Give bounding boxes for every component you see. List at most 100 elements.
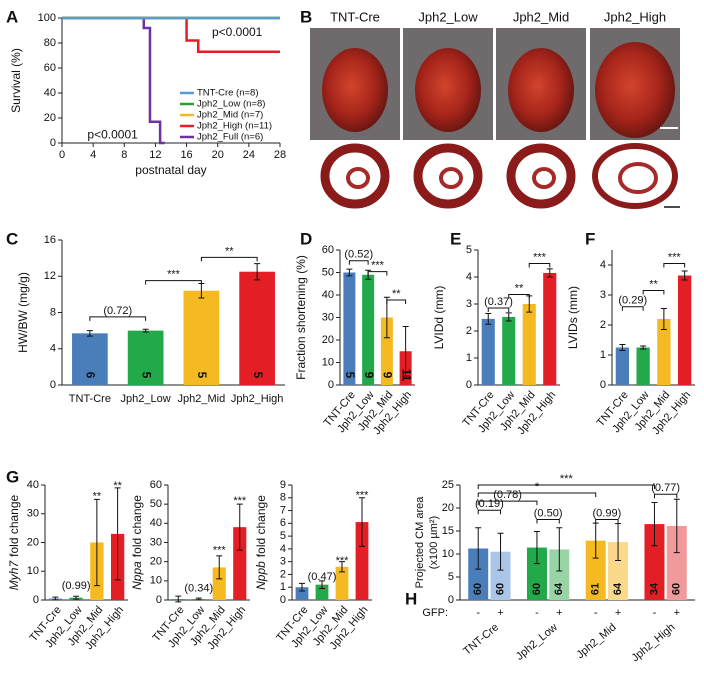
y-tick-label: 50 [322,266,334,278]
gene-name: Nppa [130,561,144,590]
error-bar [86,330,93,337]
y-axis-label: LVIDd (mm) [432,286,446,350]
y-label-text: fold change [130,495,144,557]
heart-photo [595,42,675,138]
y-tick-label: 3 [280,556,286,568]
y-tick-label: 5 [466,244,472,256]
y-tick-label: 5 [280,530,286,542]
error-bar [619,344,626,351]
y-tick-label: 16 [44,234,56,246]
y-axis-label: HW/BW (mg/g) [16,272,30,353]
y-tick-label: 3 [600,289,606,301]
y-tick-label: 0 [328,379,334,391]
error-bar [52,596,59,601]
column-label: Jph2_High [604,9,666,24]
error-bar [359,497,365,547]
y-tick-label: 2 [600,319,606,331]
significance-label: (0.99) [593,507,622,519]
heart-section [506,143,576,209]
panel-label: F [585,229,595,248]
significance-label: (0.77) [651,482,680,494]
significance-bracket [487,307,510,313]
error-bar [402,326,409,377]
panel-label: C [6,229,18,248]
error-bar [299,582,305,592]
n-label: 5 [251,372,265,379]
y-tick-label: 0 [600,379,606,391]
x-tick-label: Jph2_High [629,621,677,664]
y-tick-label: 30 [150,536,162,548]
significance-label: *** [533,251,547,263]
n-label: 60 [494,583,506,595]
bar [335,566,349,600]
p-value: p<0.0001 [212,25,263,39]
y-tick-label: 8 [50,306,56,318]
legend-label: Jph2_High (n=11) [197,121,272,132]
n-label: 60 [531,583,543,595]
x-tick-label: 24 [243,149,255,161]
y-tick-label: 1 [600,349,606,361]
x-tick-label: 16 [180,149,192,161]
bar [657,319,671,385]
bar [502,316,516,385]
bar [212,567,226,600]
error-bar [673,498,680,554]
x-tick-label: 12 [149,149,161,161]
n-label: 5 [195,372,209,379]
significance-label: (0.47) [308,571,337,583]
y-axis-label: Myh7 fold change [7,494,21,590]
bar [295,587,309,600]
y-tick-label: 30 [322,311,334,323]
error-bar [615,523,622,561]
y-tick-label: 40 [150,517,162,529]
significance-label: ** [649,278,658,290]
y-tick-label: 5 [448,571,454,583]
significance-label: *** [371,260,385,272]
error-bar [556,527,563,572]
bar [315,584,329,600]
significance-label: ** [113,480,122,492]
heart-section-inner [618,162,658,194]
y-tick-label: 60 [322,244,334,256]
y-tick-label: 80 [44,37,56,49]
significance-bracket [477,484,655,489]
series-label: - [476,607,480,619]
series-label: + [674,607,680,619]
significance-label: (0.99) [62,580,91,592]
error-bar [114,487,121,581]
n-label: 64 [553,582,565,595]
gene-name: Nppb [254,561,268,590]
bar [522,304,536,385]
error-bar [195,597,202,601]
significance-label: ** [93,490,102,502]
x-tick-label: 0 [59,149,65,161]
x-axis-label: postnatal day [135,163,206,177]
x-tick-label: Jph2_Low [514,621,560,662]
significance-bracket [89,316,147,321]
survival-line [62,16,165,145]
error-bar [216,555,223,580]
panel-label: H [405,589,417,608]
y-tick-label: 0 [448,594,454,606]
y-tick-label: 4 [600,259,606,271]
significance-label: (0.78) [493,489,522,501]
y-tick-label: 100 [38,12,56,24]
heart-section [592,143,678,209]
series-label: + [615,607,621,619]
column-label: TNT-Cre [330,9,380,24]
significance-label: ** [392,288,401,300]
x-tick-label: 28 [274,149,286,161]
significance-label: (0.29) [618,295,647,307]
gene-name: Myh7 [7,560,21,591]
y-tick-label: 1 [466,352,472,364]
significance-label: (0.37) [484,296,513,308]
y-tick-label: 40 [44,87,56,99]
significance-label: *** [560,473,574,485]
error-bar [319,580,325,589]
y-label-text: LVIDd (mm) [432,286,446,350]
error-bar [640,345,647,350]
significance-bracket [200,256,258,262]
n-label: 61 [590,583,602,595]
bar [127,330,164,385]
